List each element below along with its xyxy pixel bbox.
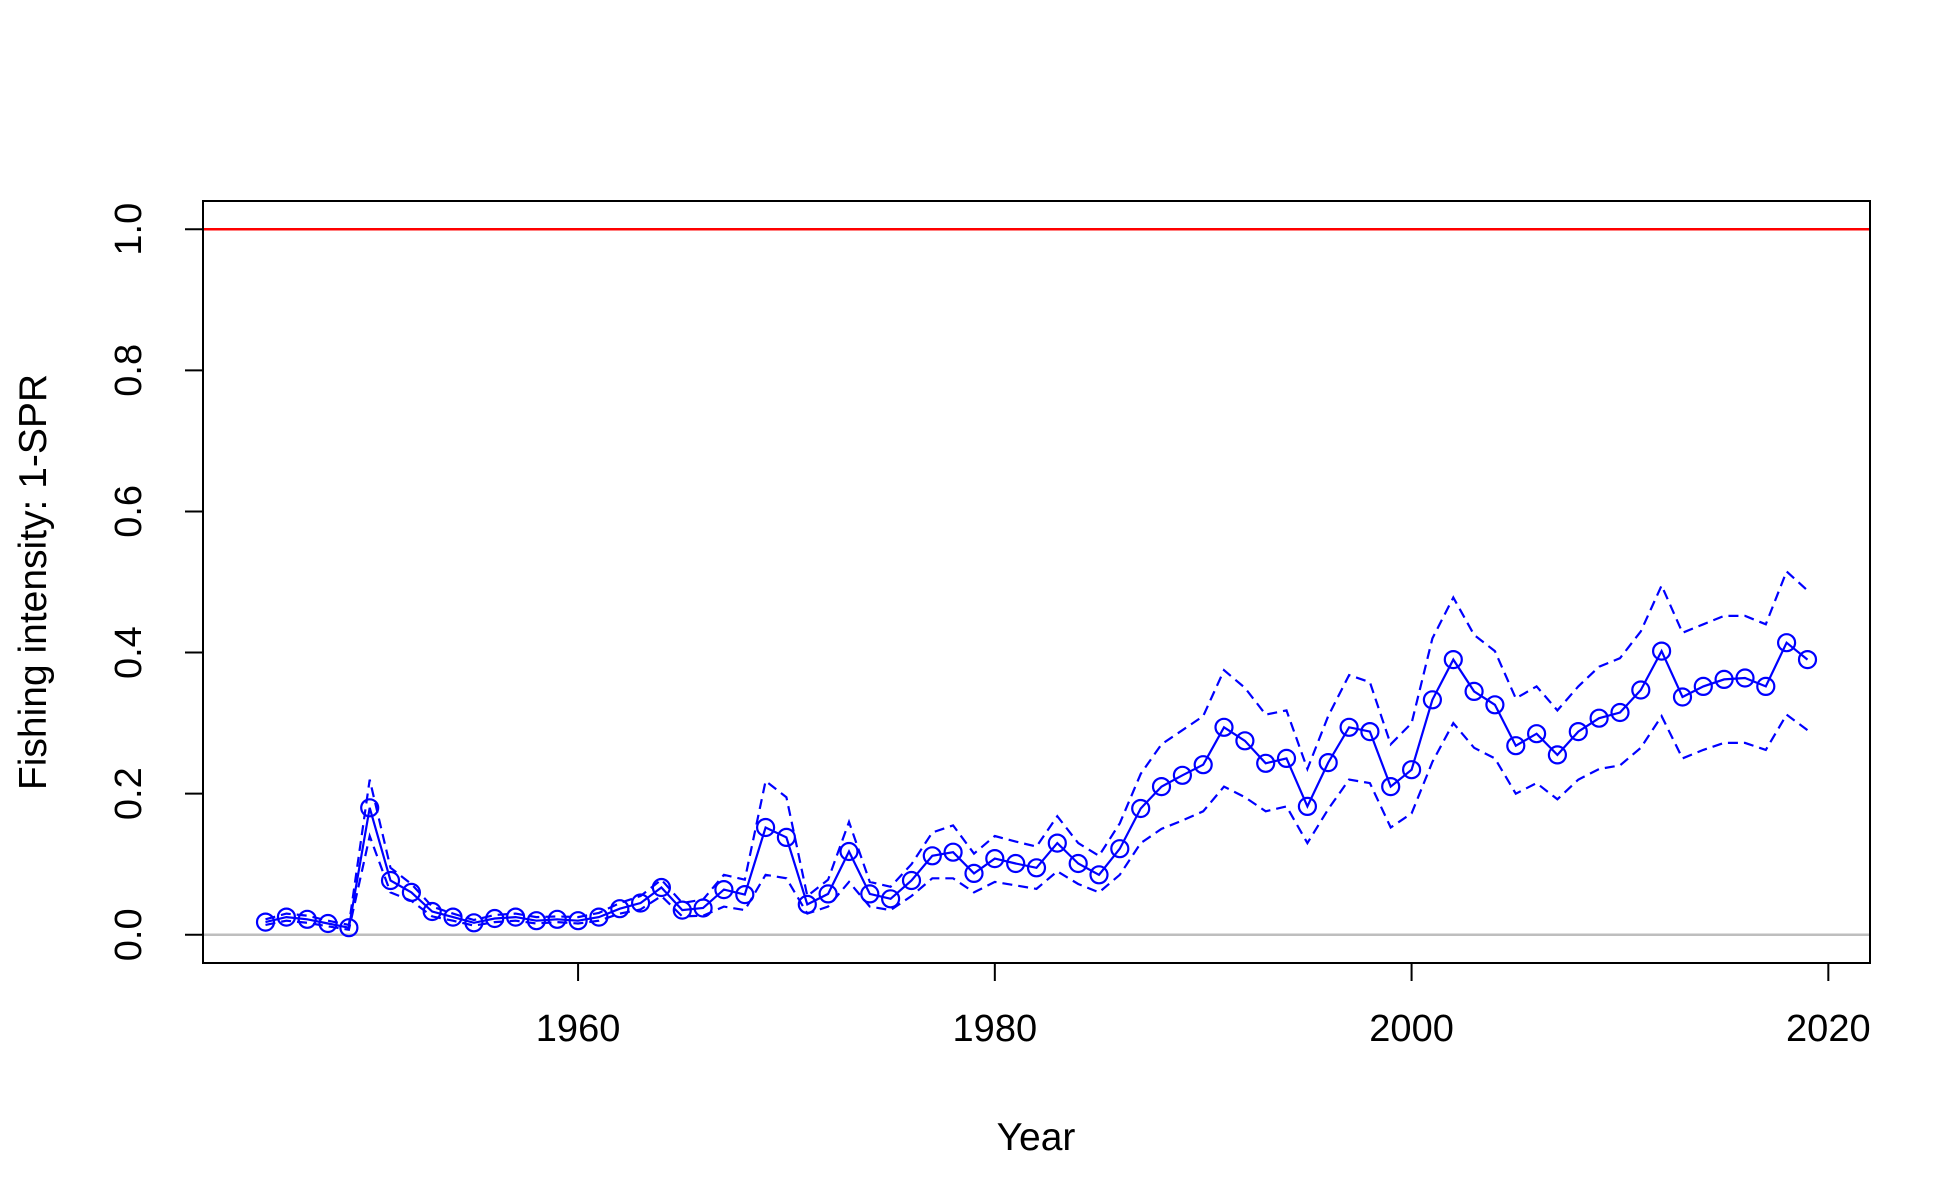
data-point <box>1026 858 1047 878</box>
data-point <box>1589 708 1609 728</box>
data-point <box>1110 839 1130 859</box>
data-point <box>1297 796 1318 817</box>
data-point <box>1735 668 1755 688</box>
data-point <box>1193 755 1213 775</box>
data-point <box>339 918 359 938</box>
data-point <box>1172 765 1193 785</box>
data-point <box>1547 745 1568 765</box>
data-point <box>380 870 401 891</box>
y-axis-title: Fishing intensity: 1-SPR <box>12 374 55 790</box>
data-point <box>1464 681 1484 702</box>
series-line-lower-interval <box>265 712 1809 932</box>
data-point <box>1360 721 1380 742</box>
data-point <box>985 848 1005 869</box>
data-point <box>443 907 463 927</box>
data-point <box>1756 676 1776 697</box>
y-tick-label: 0.8 <box>108 344 150 397</box>
x-axis-title: Year <box>997 1116 1076 1159</box>
data-point <box>922 846 942 866</box>
data-point <box>1276 748 1297 769</box>
data-point <box>630 893 651 913</box>
data-point <box>505 907 526 927</box>
data-point <box>1693 676 1713 697</box>
data-point <box>1381 776 1401 797</box>
data-point <box>276 907 296 927</box>
data-point <box>1776 633 1797 653</box>
data-point <box>776 827 797 848</box>
data-point <box>1526 724 1547 744</box>
data-point <box>1318 752 1338 773</box>
data-point <box>1568 721 1588 742</box>
series-line-upper-interval <box>265 569 1809 927</box>
y-tick-label: 0.4 <box>108 626 150 679</box>
x-tick-label: 1980 <box>953 1008 1038 1050</box>
data-point <box>1631 680 1651 700</box>
data-point <box>526 911 547 931</box>
series-layer <box>255 569 1818 938</box>
series-line-estimate <box>265 640 1809 930</box>
data-point <box>1714 669 1734 690</box>
data-point <box>880 889 901 909</box>
data-point <box>1339 717 1359 737</box>
data-point <box>901 870 922 891</box>
data-point <box>714 879 734 900</box>
data-point <box>1068 853 1088 874</box>
reference-lines <box>203 227 1870 937</box>
data-point <box>1151 776 1172 797</box>
x-axis: 1960 1980 2000 2020 <box>536 962 1871 1050</box>
data-point <box>360 798 380 818</box>
data-point <box>1256 753 1276 773</box>
data-point <box>1485 695 1505 715</box>
data-point <box>485 908 505 929</box>
data-point <box>1235 731 1255 751</box>
data-point <box>1089 865 1109 885</box>
data-point <box>860 884 880 904</box>
data-point <box>735 884 755 905</box>
data-point <box>547 909 567 929</box>
data-point <box>1506 736 1526 756</box>
data-point <box>1401 760 1422 780</box>
data-point <box>1610 702 1630 723</box>
data-point <box>818 884 838 904</box>
data-point <box>1443 649 1463 670</box>
data-point <box>1131 798 1151 819</box>
data-point <box>297 909 317 929</box>
data-point <box>1797 649 1818 670</box>
data-point <box>422 901 442 922</box>
data-point <box>1214 717 1234 737</box>
y-tick-label: 0.2 <box>108 767 150 820</box>
data-point <box>568 911 588 931</box>
y-tick-label: 0.0 <box>108 908 150 961</box>
data-point <box>1422 690 1443 710</box>
data-point <box>672 900 692 920</box>
x-tick-label: 2020 <box>1786 1008 1871 1050</box>
data-point <box>943 842 963 862</box>
y-tick-label: 0.6 <box>108 485 150 538</box>
y-axis: 0.0 0.2 0.4 0.6 0.8 1.0 <box>108 203 204 961</box>
data-point <box>755 817 776 838</box>
x-tick-label: 2000 <box>1369 1008 1454 1050</box>
data-point <box>1672 687 1693 707</box>
data-point <box>1006 853 1026 874</box>
data-point <box>610 899 630 919</box>
data-point <box>964 863 984 884</box>
data-point <box>1651 641 1672 661</box>
data-point <box>1047 833 1067 853</box>
x-tick-label: 1960 <box>536 1008 621 1050</box>
y-tick-label: 1.0 <box>108 203 150 256</box>
data-point <box>839 841 859 862</box>
